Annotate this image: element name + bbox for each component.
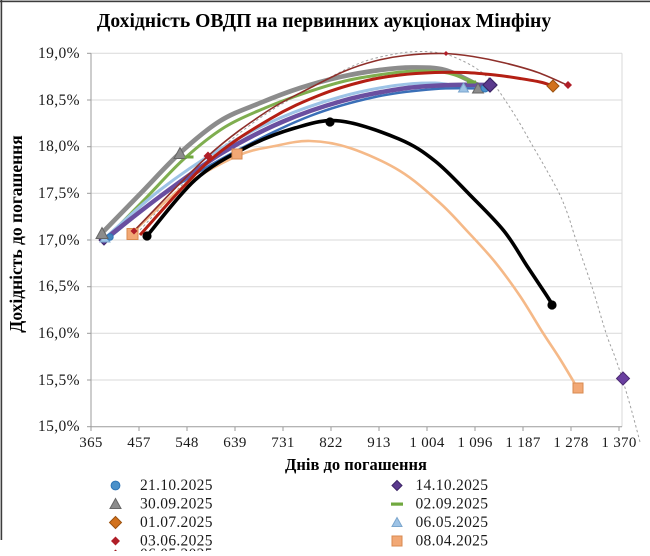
svg-text:639: 639 [223,435,246,451]
svg-text:15,5%: 15,5% [38,372,80,389]
svg-text:457: 457 [127,435,151,451]
svg-text:01.07.2025: 01.07.2025 [140,514,213,531]
svg-text:16,5%: 16,5% [38,278,80,295]
svg-text:15,0%: 15,0% [38,418,80,435]
svg-text:14.10.2025: 14.10.2025 [416,477,489,494]
svg-text:731: 731 [271,435,294,451]
svg-text:Дохідність ОВДП на первинних а: Дохідність ОВДП на первинних аукціонах М… [97,11,551,32]
svg-text:822: 822 [319,435,342,451]
svg-text:365: 365 [79,435,102,451]
svg-text:Дохідність до погашення: Дохідність до погашення [6,135,26,332]
svg-text:548: 548 [175,435,198,451]
svg-text:1 370: 1 370 [601,435,636,451]
svg-text:16,0%: 16,0% [38,325,80,342]
svg-text:17,5%: 17,5% [38,185,80,202]
svg-text:06.05.2025: 06.05.2025 [416,514,489,531]
svg-text:03.06.2025: 03.06.2025 [140,533,213,550]
svg-text:18,5%: 18,5% [38,92,80,109]
svg-text:08.04.2025: 08.04.2025 [416,533,489,550]
svg-text:17,0%: 17,0% [38,232,80,249]
svg-text:30.09.2025: 30.09.2025 [140,496,213,513]
svg-text:21.10.2025: 21.10.2025 [140,477,213,494]
svg-text:19,0%: 19,0% [38,45,80,62]
svg-text:1 096: 1 096 [457,435,492,451]
svg-text:06.05.2025: 06.05.2025 [140,546,213,551]
svg-text:1 278: 1 278 [553,435,588,451]
svg-text:18,0%: 18,0% [38,138,80,155]
svg-text:913: 913 [367,435,390,451]
svg-text:1 004: 1 004 [409,435,444,451]
svg-text:Днів до погашення: Днів до погашення [285,455,427,474]
svg-text:1 187: 1 187 [505,435,540,451]
svg-text:02.09.2025: 02.09.2025 [416,496,489,513]
